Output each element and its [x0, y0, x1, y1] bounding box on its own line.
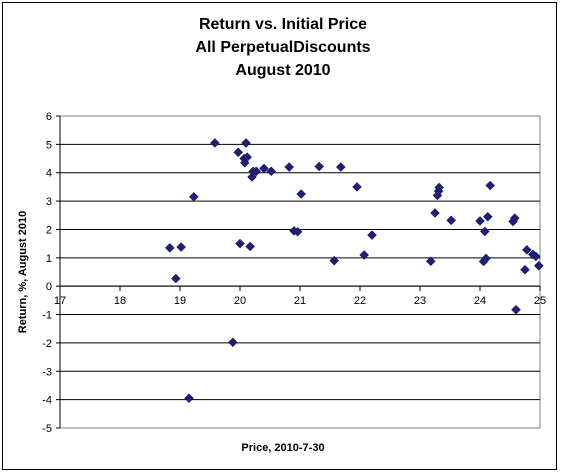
y-tick-label: -3	[42, 366, 52, 378]
y-axis-title: Return, %, August 2010	[17, 211, 29, 333]
data-point	[242, 152, 253, 162]
data-point	[235, 238, 245, 249]
data-point	[164, 243, 175, 253]
y-tick-labels: -5 -4 -3 -2 -1 0 1 2 3 4 5 6	[42, 111, 52, 435]
x-tick-label: 20	[234, 295, 246, 307]
data-point	[184, 393, 194, 404]
data-point	[259, 163, 269, 174]
data-point	[233, 147, 244, 158]
data-point	[481, 253, 491, 264]
y-tick-label: -4	[42, 395, 52, 407]
y-tick-label: -1	[42, 310, 52, 322]
axes	[56, 115, 541, 429]
data-point	[530, 251, 541, 262]
data-point	[430, 208, 440, 218]
data-point	[335, 162, 346, 172]
data-point	[533, 260, 544, 271]
data-points	[164, 138, 544, 404]
data-point	[176, 242, 187, 252]
data-point	[284, 162, 295, 172]
gridlines	[60, 143, 540, 401]
x-axis-title: Price, 2010-7-30	[241, 442, 324, 454]
y-tick-label: 1	[46, 253, 52, 265]
y-tick-label: 4	[46, 168, 52, 180]
data-point	[245, 241, 256, 252]
data-point	[511, 304, 521, 315]
x-tick-labels: 17 18 19 20 21 22 23 24 25	[54, 295, 546, 307]
data-point	[296, 189, 307, 199]
data-point	[266, 166, 277, 177]
data-point	[485, 180, 496, 191]
y-tick-label: 6	[46, 111, 52, 123]
data-point	[509, 213, 520, 223]
data-point	[352, 182, 362, 192]
data-point	[475, 216, 485, 226]
x-tick-label: 22	[354, 295, 366, 307]
data-point	[520, 264, 530, 275]
data-point	[479, 226, 490, 237]
x-tick-label: 24	[474, 295, 486, 307]
data-point	[425, 256, 436, 267]
data-point	[482, 211, 493, 222]
data-point	[434, 182, 445, 193]
data-point	[521, 245, 532, 255]
y-tick-label: -2	[42, 338, 52, 350]
data-point	[367, 230, 377, 240]
y-tick-label: 0	[46, 281, 52, 293]
y-tick-label: 2	[46, 224, 52, 236]
y-tick-label: -5	[42, 423, 52, 435]
data-point	[359, 250, 370, 260]
x-tick-label: 17	[54, 295, 66, 307]
x-tick-label: 25	[534, 295, 546, 307]
chart-title-line-1: Return vs. Initial Price	[199, 16, 367, 33]
x-tick-label: 23	[414, 295, 426, 307]
chart-title-line-2: All PerpetualDiscounts	[195, 39, 370, 56]
x-tick-label: 21	[294, 295, 306, 307]
x-tick-label: 19	[174, 295, 186, 307]
plot-area	[59, 115, 541, 429]
data-point	[446, 215, 457, 226]
data-point	[227, 337, 238, 348]
data-point	[241, 138, 251, 148]
data-point	[292, 226, 303, 237]
y-tick-label: 5	[46, 139, 52, 151]
data-point	[251, 166, 262, 177]
data-point	[329, 255, 340, 266]
y-tick-label: 3	[46, 196, 52, 208]
data-point	[188, 191, 199, 202]
data-point	[209, 138, 220, 148]
x-tick-label: 18	[114, 295, 126, 307]
data-point	[314, 161, 325, 172]
data-point	[170, 273, 181, 284]
chart-title-line-3: August 2010	[235, 62, 330, 79]
chart-title: Return vs. Initial Price All PerpetualDi…	[195, 16, 370, 79]
